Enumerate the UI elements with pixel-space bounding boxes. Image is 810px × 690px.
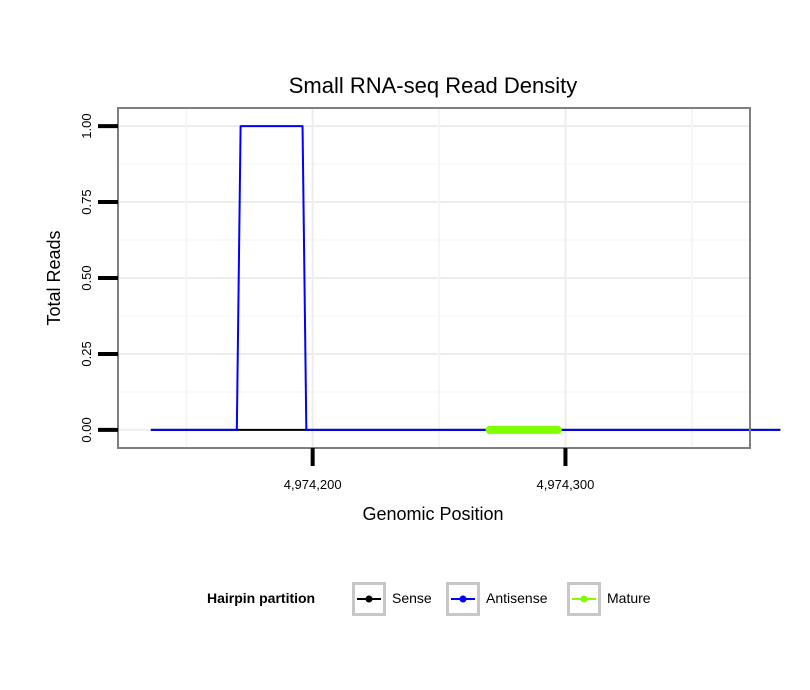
y-tick-label: 1.00	[79, 113, 94, 138]
gridlines	[118, 108, 750, 448]
legend-key-dot	[365, 595, 373, 603]
legend-key-dot	[580, 595, 588, 603]
y-tick-label: 0.00	[79, 417, 94, 442]
legend-label-sense: Sense	[392, 590, 432, 606]
legend-key-dot	[459, 595, 467, 603]
legend-title: Hairpin partition	[207, 590, 315, 606]
y-tick-label: 0.75	[79, 189, 94, 214]
legend-label-mature: Mature	[607, 590, 651, 606]
y-axis: 0.00 0.25 0.50 0.75 1.00	[79, 113, 118, 443]
data-series	[150, 125, 781, 434]
legend: Hairpin partition Sense Antisense Mature	[207, 582, 651, 616]
y-tick-label: 0.25	[79, 341, 94, 366]
y-tick-label: 0.50	[79, 265, 94, 290]
x-tick-label: 4,974,300	[537, 477, 595, 492]
x-axis-title: Genomic Position	[362, 504, 503, 524]
x-tick-label: 4,974,200	[284, 477, 342, 492]
chart-title: Small RNA-seq Read Density	[289, 73, 578, 98]
y-axis-title: Total Reads	[44, 230, 64, 325]
series-line-antisense	[150, 125, 781, 431]
x-axis: 4,974,200 4,974,300	[284, 448, 595, 492]
legend-label-antisense: Antisense	[486, 590, 548, 606]
